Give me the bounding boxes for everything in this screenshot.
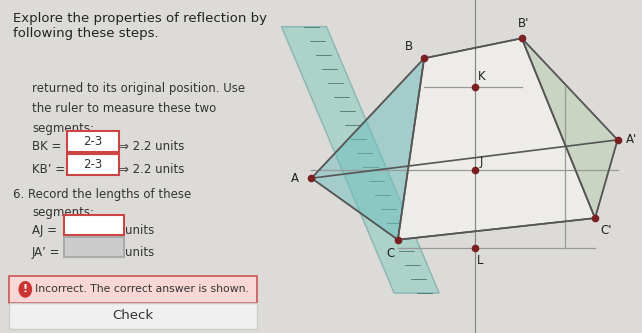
Text: !: ! [22,284,28,294]
FancyBboxPatch shape [10,276,257,303]
Circle shape [19,282,31,297]
Text: segments:: segments: [32,122,94,135]
Text: segments:: segments: [32,206,94,219]
Text: Explore the properties of reflection by
following these steps.: Explore the properties of reflection by … [13,12,267,40]
Text: JA’ =: JA’ = [32,246,64,259]
Text: BK =: BK = [32,140,65,153]
FancyBboxPatch shape [67,154,119,175]
Text: ⇒ 2.2 units: ⇒ 2.2 units [119,163,185,176]
Text: L: L [477,254,484,267]
Text: 2-3: 2-3 [83,135,102,148]
Polygon shape [281,27,439,293]
Text: C: C [386,246,394,260]
Text: returned to its original position. Use: returned to its original position. Use [32,82,245,95]
Text: 2-3: 2-3 [83,158,102,171]
Polygon shape [311,58,424,240]
Polygon shape [522,38,618,218]
Text: ⇒ 2.2 units: ⇒ 2.2 units [119,140,185,153]
Text: Check: Check [112,309,154,322]
FancyBboxPatch shape [10,303,257,329]
Text: K: K [478,70,485,83]
Text: units: units [125,246,154,259]
FancyBboxPatch shape [67,131,119,152]
Text: C': C' [600,224,612,237]
Text: 6. Record the lengths of these: 6. Record the lengths of these [13,188,191,201]
Polygon shape [398,38,595,240]
Text: AJ =: AJ = [32,224,61,237]
Text: B': B' [518,17,530,30]
Text: J: J [480,155,483,168]
Text: B: B [405,40,413,53]
Text: A: A [291,171,299,185]
FancyBboxPatch shape [64,237,124,257]
Text: units: units [125,224,154,237]
Text: the ruler to measure these two: the ruler to measure these two [32,102,216,115]
Text: Incorrect. The correct answer is shown.: Incorrect. The correct answer is shown. [35,284,248,294]
Text: KB’ =: KB’ = [32,163,69,176]
Text: A': A' [626,133,638,147]
FancyBboxPatch shape [64,215,124,235]
